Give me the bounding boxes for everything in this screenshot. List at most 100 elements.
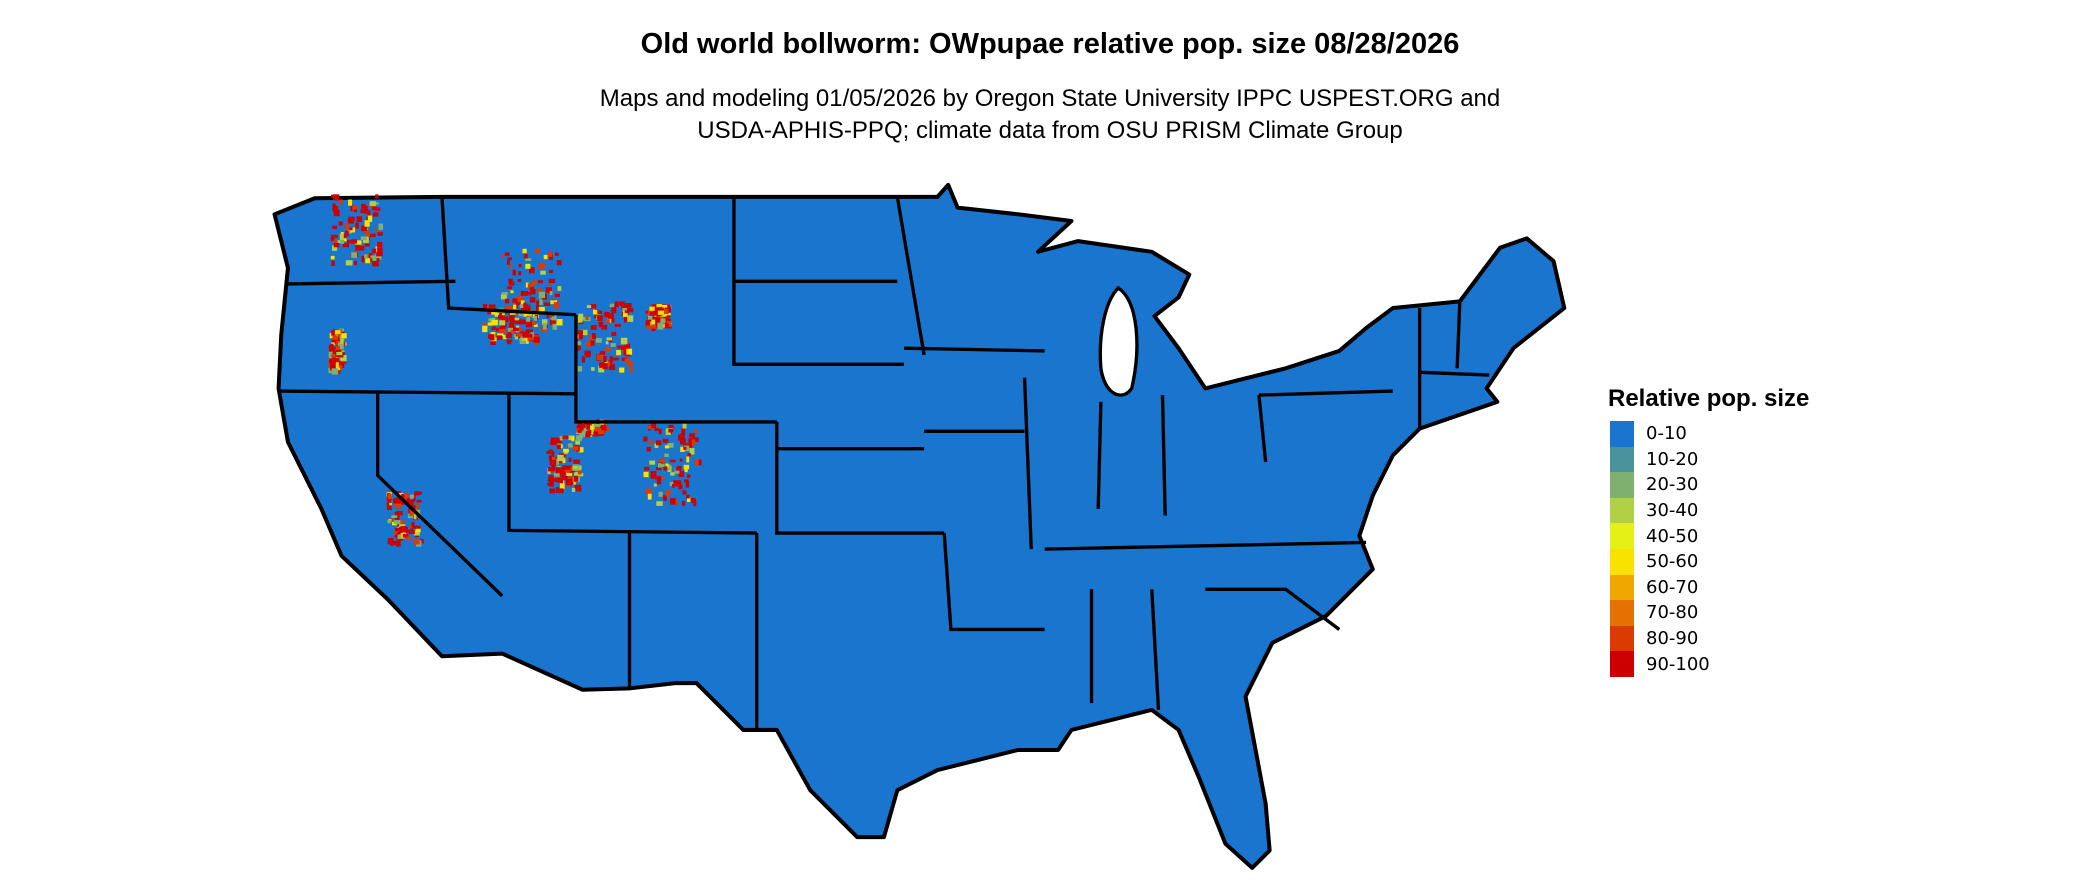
hotspot-cell <box>581 329 588 336</box>
hotspot-cell <box>667 464 671 471</box>
hotspot-cell <box>504 298 510 304</box>
hotspot-cell <box>557 477 564 484</box>
hotspot-cell <box>590 304 597 309</box>
hotspot-cell <box>387 493 392 500</box>
hotspot-cell <box>574 471 578 477</box>
hotspot-cell <box>520 290 524 296</box>
hotspot-cell <box>556 260 562 266</box>
hotspot-cell <box>679 438 686 445</box>
hotspot-cell <box>598 365 605 373</box>
hotspot-cell <box>513 327 519 331</box>
hotspot-cell <box>539 263 543 267</box>
hotspot-cell <box>688 438 695 444</box>
hotspot-cell <box>553 302 560 309</box>
hotspot-cell <box>407 499 414 507</box>
legend-swatch <box>1610 523 1634 549</box>
hotspot-cell <box>342 238 347 242</box>
hotspot-cell <box>646 446 651 452</box>
hotspot-cell <box>554 293 561 298</box>
hotspot-cell <box>387 499 392 503</box>
hotspot-cell <box>577 345 581 351</box>
hotspot-cell <box>549 290 553 296</box>
hotspot-cell <box>611 306 617 314</box>
hotspot-cell <box>657 322 664 330</box>
hotspot-cell <box>351 252 358 258</box>
hotspot-cell <box>607 313 614 319</box>
hotspot-cell <box>407 514 413 519</box>
hotspot-cell <box>499 313 502 319</box>
hotspot-cell <box>605 341 609 345</box>
hotspot-cell <box>377 247 383 253</box>
hotspot-cell <box>409 494 415 499</box>
hotspot-cell <box>531 280 537 285</box>
hotspot-cell <box>393 503 400 507</box>
hotspot-cell <box>522 331 529 338</box>
hotspot-cell <box>555 467 562 474</box>
hotspot-cell <box>665 323 669 328</box>
hotspot-cell <box>533 336 540 343</box>
hotspot-cell <box>604 360 608 365</box>
hotspot-cell <box>557 454 564 462</box>
hotspot-cell <box>529 287 535 291</box>
legend-item: 70-80 <box>1610 600 1809 626</box>
hotspot-cell <box>335 355 341 360</box>
hotspot-cell <box>654 427 659 431</box>
hotspot-cell <box>595 310 602 315</box>
hotspot-cell <box>397 534 402 540</box>
hotspot-cell <box>496 335 502 340</box>
hotspot-cell <box>614 301 619 308</box>
hotspot-cell <box>332 335 338 340</box>
hotspot-cell <box>585 316 589 321</box>
hotspot-cell <box>679 433 685 439</box>
hotspot-cell <box>523 305 531 311</box>
hotspot-cell <box>664 308 669 315</box>
legend-swatch <box>1610 651 1634 677</box>
hotspot-cell <box>595 338 602 343</box>
hotspot-cell <box>533 315 537 321</box>
hotspot-cell <box>339 233 344 240</box>
hotspot-cell <box>598 321 604 328</box>
hotspot-cell <box>609 303 615 308</box>
hotspot-cell <box>656 304 662 307</box>
legend-item: 80-90 <box>1610 625 1809 652</box>
hotspot-cell <box>586 305 592 308</box>
hotspot-cell <box>516 333 523 337</box>
hotspot-cells <box>328 194 702 547</box>
hotspot-cell <box>339 360 347 364</box>
hotspot-cell <box>586 350 591 358</box>
hotspot-cell <box>550 439 556 446</box>
legend-label: 20-30 <box>1646 474 1699 496</box>
hotspot-cell <box>342 242 349 248</box>
hotspot-cell <box>643 471 649 478</box>
hotspot-cell <box>609 356 613 363</box>
hotspot-cell <box>655 319 659 326</box>
hotspot-cell <box>510 322 515 325</box>
hotspot-cell <box>409 528 414 534</box>
hotspot-cell <box>360 209 366 213</box>
hotspot-cell <box>515 311 520 316</box>
hotspot-cell <box>527 336 534 341</box>
hotspot-cell <box>574 475 579 482</box>
hotspot-cell <box>562 435 569 439</box>
hotspot-cell <box>364 254 368 258</box>
hotspot-cell <box>619 367 625 373</box>
hotspot-cell <box>541 319 548 325</box>
hotspot-cell <box>604 347 611 352</box>
hotspot-cell <box>375 194 379 199</box>
hotspot-cell <box>553 477 559 482</box>
hotspot-cell <box>335 337 343 344</box>
hotspot-cell <box>563 448 569 453</box>
hotspot-cell <box>391 515 398 518</box>
hotspot-cell <box>347 239 354 244</box>
hotspot-cell <box>413 530 420 536</box>
hotspot-cell <box>605 319 610 324</box>
hotspot-cell <box>571 436 575 442</box>
hotspot-cell <box>551 464 555 471</box>
hotspot-cell <box>510 290 514 294</box>
hotspot-cell <box>670 472 675 476</box>
hotspot-cell <box>332 340 337 344</box>
hotspot-cell <box>659 463 665 467</box>
hotspot-cell <box>334 358 340 362</box>
hotspot-cell <box>600 425 605 430</box>
hotspot-cell <box>499 326 506 333</box>
